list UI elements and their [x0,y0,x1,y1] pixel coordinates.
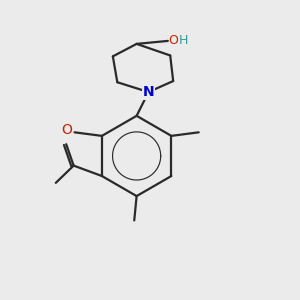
Text: H: H [179,34,188,47]
Text: N: N [143,85,154,99]
Text: O: O [61,123,72,137]
Text: O: O [168,34,178,47]
